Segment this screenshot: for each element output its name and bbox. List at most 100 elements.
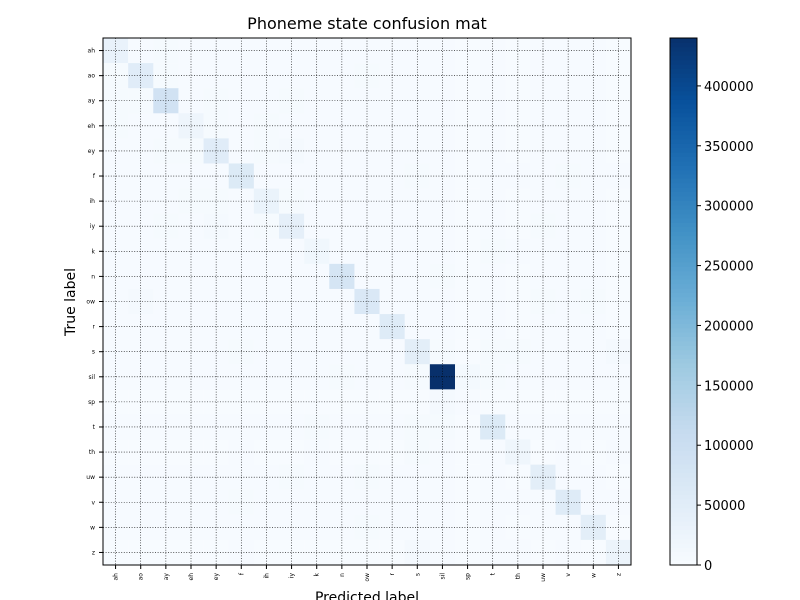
colorbar-segment — [670, 257, 697, 263]
colorbar-segment — [670, 420, 697, 425]
colorbar-segment — [670, 86, 697, 92]
colorbar-segment — [670, 468, 697, 474]
y-tick-label: k — [92, 248, 96, 255]
y-tick-label: ah — [88, 48, 96, 55]
colorbar-tick-label: 200000 — [704, 319, 754, 334]
colorbar-border — [669, 37, 698, 566]
x-tick-label: uw — [540, 573, 547, 582]
x-tick-label: ow — [364, 573, 371, 582]
colorbar-segment — [670, 240, 697, 245]
colorbar-segment — [670, 490, 697, 496]
x-tick-label: v — [565, 573, 572, 577]
colorbar-segment — [670, 314, 697, 320]
colorbar-segment — [670, 191, 697, 197]
y-tick-label: sp — [88, 399, 95, 406]
colorbar-segment — [670, 59, 697, 65]
colorbar-segment — [670, 551, 697, 557]
colorbar-segment — [670, 305, 697, 311]
x-tick-label: sp — [465, 573, 472, 580]
colorbar-tick-label: 350000 — [704, 140, 754, 155]
x-tick-label: t — [490, 572, 497, 575]
colorbar-segment — [670, 125, 697, 131]
colorbar-segment — [670, 130, 697, 136]
y-tick-label: v — [91, 499, 95, 506]
colorbar-segment — [670, 327, 697, 333]
colorbar-segment — [670, 196, 697, 201]
y-tick-label: ey — [88, 148, 96, 155]
colorbar-segment — [670, 411, 697, 417]
colorbar-segment — [670, 270, 697, 276]
x-tick-label: ay — [163, 573, 170, 581]
colorbar-segment — [670, 103, 697, 109]
y-tick-label: ih — [90, 198, 96, 205]
colorbar-segment — [670, 398, 697, 403]
colorbar-segment — [670, 389, 697, 395]
colorbar-segment — [670, 81, 697, 87]
colorbar-segment — [670, 516, 697, 522]
x-tick-label: z — [615, 573, 622, 576]
colorbar-segment — [670, 99, 697, 105]
colorbar-segment — [670, 450, 697, 456]
colorbar-segment — [670, 222, 697, 228]
x-tick-label: iy — [289, 573, 296, 579]
colorbar-segment — [670, 160, 697, 166]
colorbar-segment — [670, 64, 697, 70]
colorbar-segment — [670, 253, 697, 258]
x-axis-ticks: ah ao ay eh ey f ih iy k n ow r s sil sp t th uw v w z — [113, 565, 622, 582]
colorbar-segment — [670, 437, 697, 443]
colorbar-segment — [670, 117, 697, 122]
colorbar-segment — [670, 503, 697, 509]
colorbar-segment — [670, 178, 697, 184]
colorbar-segment — [670, 529, 697, 535]
colorbar-segment — [670, 121, 697, 127]
colorbar-segment — [670, 402, 697, 408]
y-tick-label: s — [92, 349, 95, 356]
colorbar-segment — [670, 200, 697, 206]
colorbar-segment — [670, 485, 697, 491]
colorbar-segment — [670, 51, 697, 56]
colorbar-segment — [670, 139, 697, 144]
colorbar-segment — [670, 275, 697, 280]
colorbar-segment — [670, 323, 697, 329]
x-tick-label: k — [314, 572, 321, 576]
y-tick-label: iy — [90, 223, 96, 230]
colorbar-segment — [670, 367, 697, 373]
colorbar-segment — [670, 455, 697, 460]
colorbar-segment — [670, 332, 697, 338]
colorbar-segment — [670, 424, 697, 430]
colorbar-segment — [670, 433, 697, 439]
colorbar-segment — [670, 310, 697, 316]
colorbar-segment — [670, 42, 697, 48]
colorbar-segment — [670, 292, 697, 298]
colorbar-segment — [670, 112, 697, 118]
chart-title: Phoneme state confusion mat — [247, 14, 487, 33]
colorbar: 0 50000 100000 150000 200000 250000 300000 3500… — [669, 37, 754, 574]
colorbar-segment — [670, 472, 697, 478]
colorbar-segment — [670, 345, 697, 351]
y-tick-label: t — [93, 424, 96, 431]
colorbar-segment — [670, 244, 697, 250]
y-tick-label: uw — [86, 474, 95, 481]
x-tick-label: ah — [113, 573, 120, 581]
x-tick-label: w — [590, 573, 597, 578]
colorbar-segment — [670, 248, 697, 254]
colorbar-segment — [670, 349, 697, 355]
colorbar-segment — [670, 46, 697, 52]
colorbar-segment — [670, 174, 697, 179]
x-tick-label: f — [238, 572, 245, 575]
colorbar-segment — [670, 380, 697, 386]
colorbar-segment — [670, 538, 697, 544]
y-tick-label: n — [91, 273, 95, 280]
y-tick-label: ow — [86, 299, 95, 306]
colorbar-segment — [670, 152, 697, 157]
colorbar-tick-label: 100000 — [704, 439, 754, 454]
colorbar-tick-label: 400000 — [704, 80, 754, 95]
colorbar-segment — [670, 376, 697, 381]
colorbar-segment — [670, 512, 697, 518]
colorbar-segment — [670, 95, 697, 100]
colorbar-segment — [670, 428, 697, 434]
colorbar-segment — [670, 336, 697, 342]
x-tick-label: ih — [263, 573, 270, 579]
y-tick-label: eh — [88, 123, 96, 130]
colorbar-segment — [670, 218, 697, 223]
